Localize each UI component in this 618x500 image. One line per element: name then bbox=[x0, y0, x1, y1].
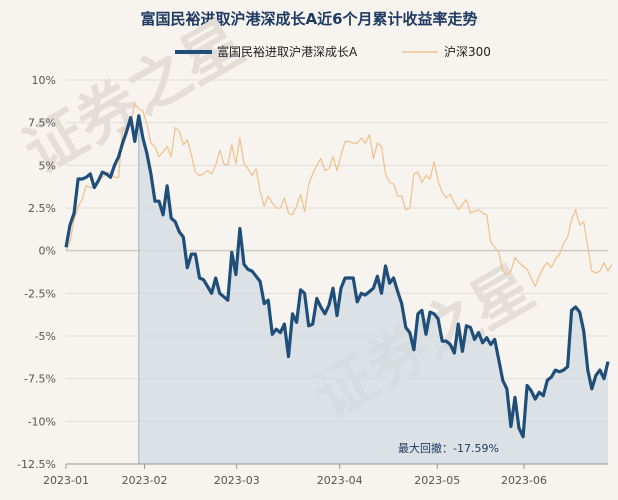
x-tick-label: 2023-02 bbox=[122, 474, 168, 487]
x-tick-label: 2023-01 bbox=[43, 474, 89, 487]
y-tick-label: 5% bbox=[39, 159, 56, 172]
y-tick-label: 0% bbox=[39, 245, 56, 258]
y-axis: 10% 7.5% 5% 2.5% 0% -2.5% -5% -7.5% -10% -12.5% bbox=[17, 74, 56, 471]
x-tick-label: 2023-05 bbox=[414, 474, 460, 487]
max-drawdown-label: 最大回撤：-17.59% bbox=[398, 441, 499, 455]
x-axis: 2023-01 2023-02 2023-03 2023-04 2023-05 2023-… bbox=[43, 463, 608, 487]
y-tick-label: -10% bbox=[28, 415, 56, 428]
series-lines bbox=[64, 103, 613, 439]
x-tick-label: 2023-06 bbox=[501, 474, 547, 487]
chart-title: 富国民裕进取沪港深成长A近6个月累计收益率走势 bbox=[140, 10, 478, 28]
legend-label-fund: 富国民裕进取沪港深成长A bbox=[217, 44, 358, 59]
y-tick-label: 2.5% bbox=[28, 202, 56, 215]
fund-series-line bbox=[64, 114, 610, 439]
legend-label-benchmark: 沪深300 bbox=[444, 45, 491, 59]
x-tick-label: 2023-04 bbox=[317, 474, 363, 487]
x-tick-label: 2023-03 bbox=[214, 474, 260, 487]
y-tick-label: 10% bbox=[32, 74, 56, 87]
y-tick-label: -12.5% bbox=[17, 458, 56, 471]
y-tick-label: 7.5% bbox=[28, 117, 56, 130]
y-tick-label: -2.5% bbox=[24, 287, 56, 300]
y-tick-label: -7.5% bbox=[24, 373, 56, 386]
legend: 富国民裕进取沪港深成长A 沪深300 bbox=[175, 44, 491, 59]
y-tick-label: -5% bbox=[35, 330, 56, 343]
benchmark-series-line bbox=[65, 103, 613, 288]
